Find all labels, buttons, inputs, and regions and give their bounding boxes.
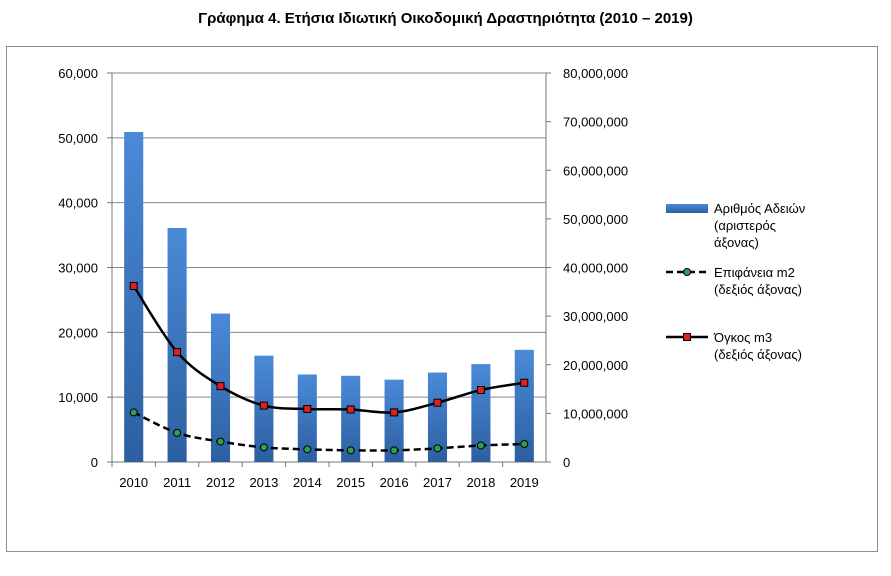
right-axis-tick-label: 20,000,000	[563, 358, 628, 373]
legend-label: Όγκος m3	[713, 330, 772, 345]
right-axis-tick-label: 50,000,000	[563, 212, 628, 227]
bar	[384, 379, 404, 462]
bar	[167, 227, 187, 462]
line-point	[216, 382, 225, 391]
line-point	[303, 445, 312, 454]
x-axis-tick-label: 2019	[510, 475, 539, 490]
series-line	[133, 411, 525, 452]
x-axis-tick-label: 2011	[163, 475, 191, 490]
legend-label: (δεξιός άξονας)	[714, 347, 802, 362]
x-axis-tick-label: 2017	[423, 475, 452, 490]
chart-frame	[6, 46, 878, 552]
right-axis-tick-label: 40,000,000	[563, 261, 628, 276]
legend-label: Επιφάνεια m2	[714, 265, 795, 280]
left-axis-tick-label: 40,000	[58, 196, 98, 211]
line-point	[346, 446, 355, 455]
left-axis-tick-label: 60,000	[58, 66, 98, 81]
line-point	[390, 408, 399, 417]
bar	[514, 349, 534, 462]
line-point	[520, 378, 529, 387]
line-point	[129, 281, 138, 290]
line-point	[476, 441, 485, 450]
line-point	[346, 405, 355, 414]
bar	[297, 374, 317, 462]
bar	[341, 375, 361, 462]
legend-label: άξονας)	[714, 235, 759, 250]
line-point	[259, 443, 268, 452]
line-point	[476, 386, 485, 395]
left-axis-tick-label: 50,000	[58, 131, 98, 146]
legend-label: (δεξιός άξονας)	[714, 282, 802, 297]
left-axis-tick-label: 20,000	[58, 325, 98, 340]
x-axis-tick-label: 2012	[206, 475, 235, 490]
line-point	[259, 401, 268, 410]
line-point	[216, 437, 225, 446]
x-axis-tick-label: 2018	[466, 475, 495, 490]
x-axis-tick-label: 2013	[249, 475, 278, 490]
bar	[427, 372, 448, 462]
line-point	[433, 444, 442, 453]
x-axis-tick-label: 2010	[119, 475, 148, 490]
legend-marker	[683, 268, 691, 276]
right-axis-tick-label: 80,000,000	[563, 66, 628, 81]
right-axis-tick-label: 60,000,000	[563, 163, 628, 178]
line-point	[303, 404, 312, 413]
right-axis-tick-label: 70,000,000	[563, 115, 628, 130]
line-point	[129, 408, 138, 417]
x-axis-tick-label: 2015	[336, 475, 365, 490]
right-axis-tick-label: 0	[563, 455, 570, 470]
series-line	[132, 285, 525, 414]
line-point	[433, 398, 442, 407]
left-axis-tick-label: 0	[91, 455, 98, 470]
line-point	[173, 348, 182, 357]
right-axis-tick-label: 10,000,000	[563, 406, 628, 421]
legend-swatch	[666, 204, 708, 213]
bar	[124, 131, 144, 462]
line-point	[173, 428, 182, 437]
x-axis-tick-label: 2014	[293, 475, 322, 490]
line-point	[390, 446, 399, 455]
legend-marker	[683, 333, 691, 341]
line-point	[520, 440, 529, 449]
left-axis-tick-label: 30,000	[58, 261, 98, 276]
right-axis-tick-label: 30,000,000	[563, 309, 628, 324]
legend-label: Αριθμός Αδειών	[714, 201, 805, 216]
left-axis-tick-label: 10,000	[58, 390, 98, 405]
legend-label: (αριστερός	[714, 218, 776, 233]
x-axis-tick-label: 2016	[380, 475, 409, 490]
chart-title: Γράφημα 4. Ετήσια Ιδιωτική Οικοδομική Δρ…	[198, 10, 693, 27]
